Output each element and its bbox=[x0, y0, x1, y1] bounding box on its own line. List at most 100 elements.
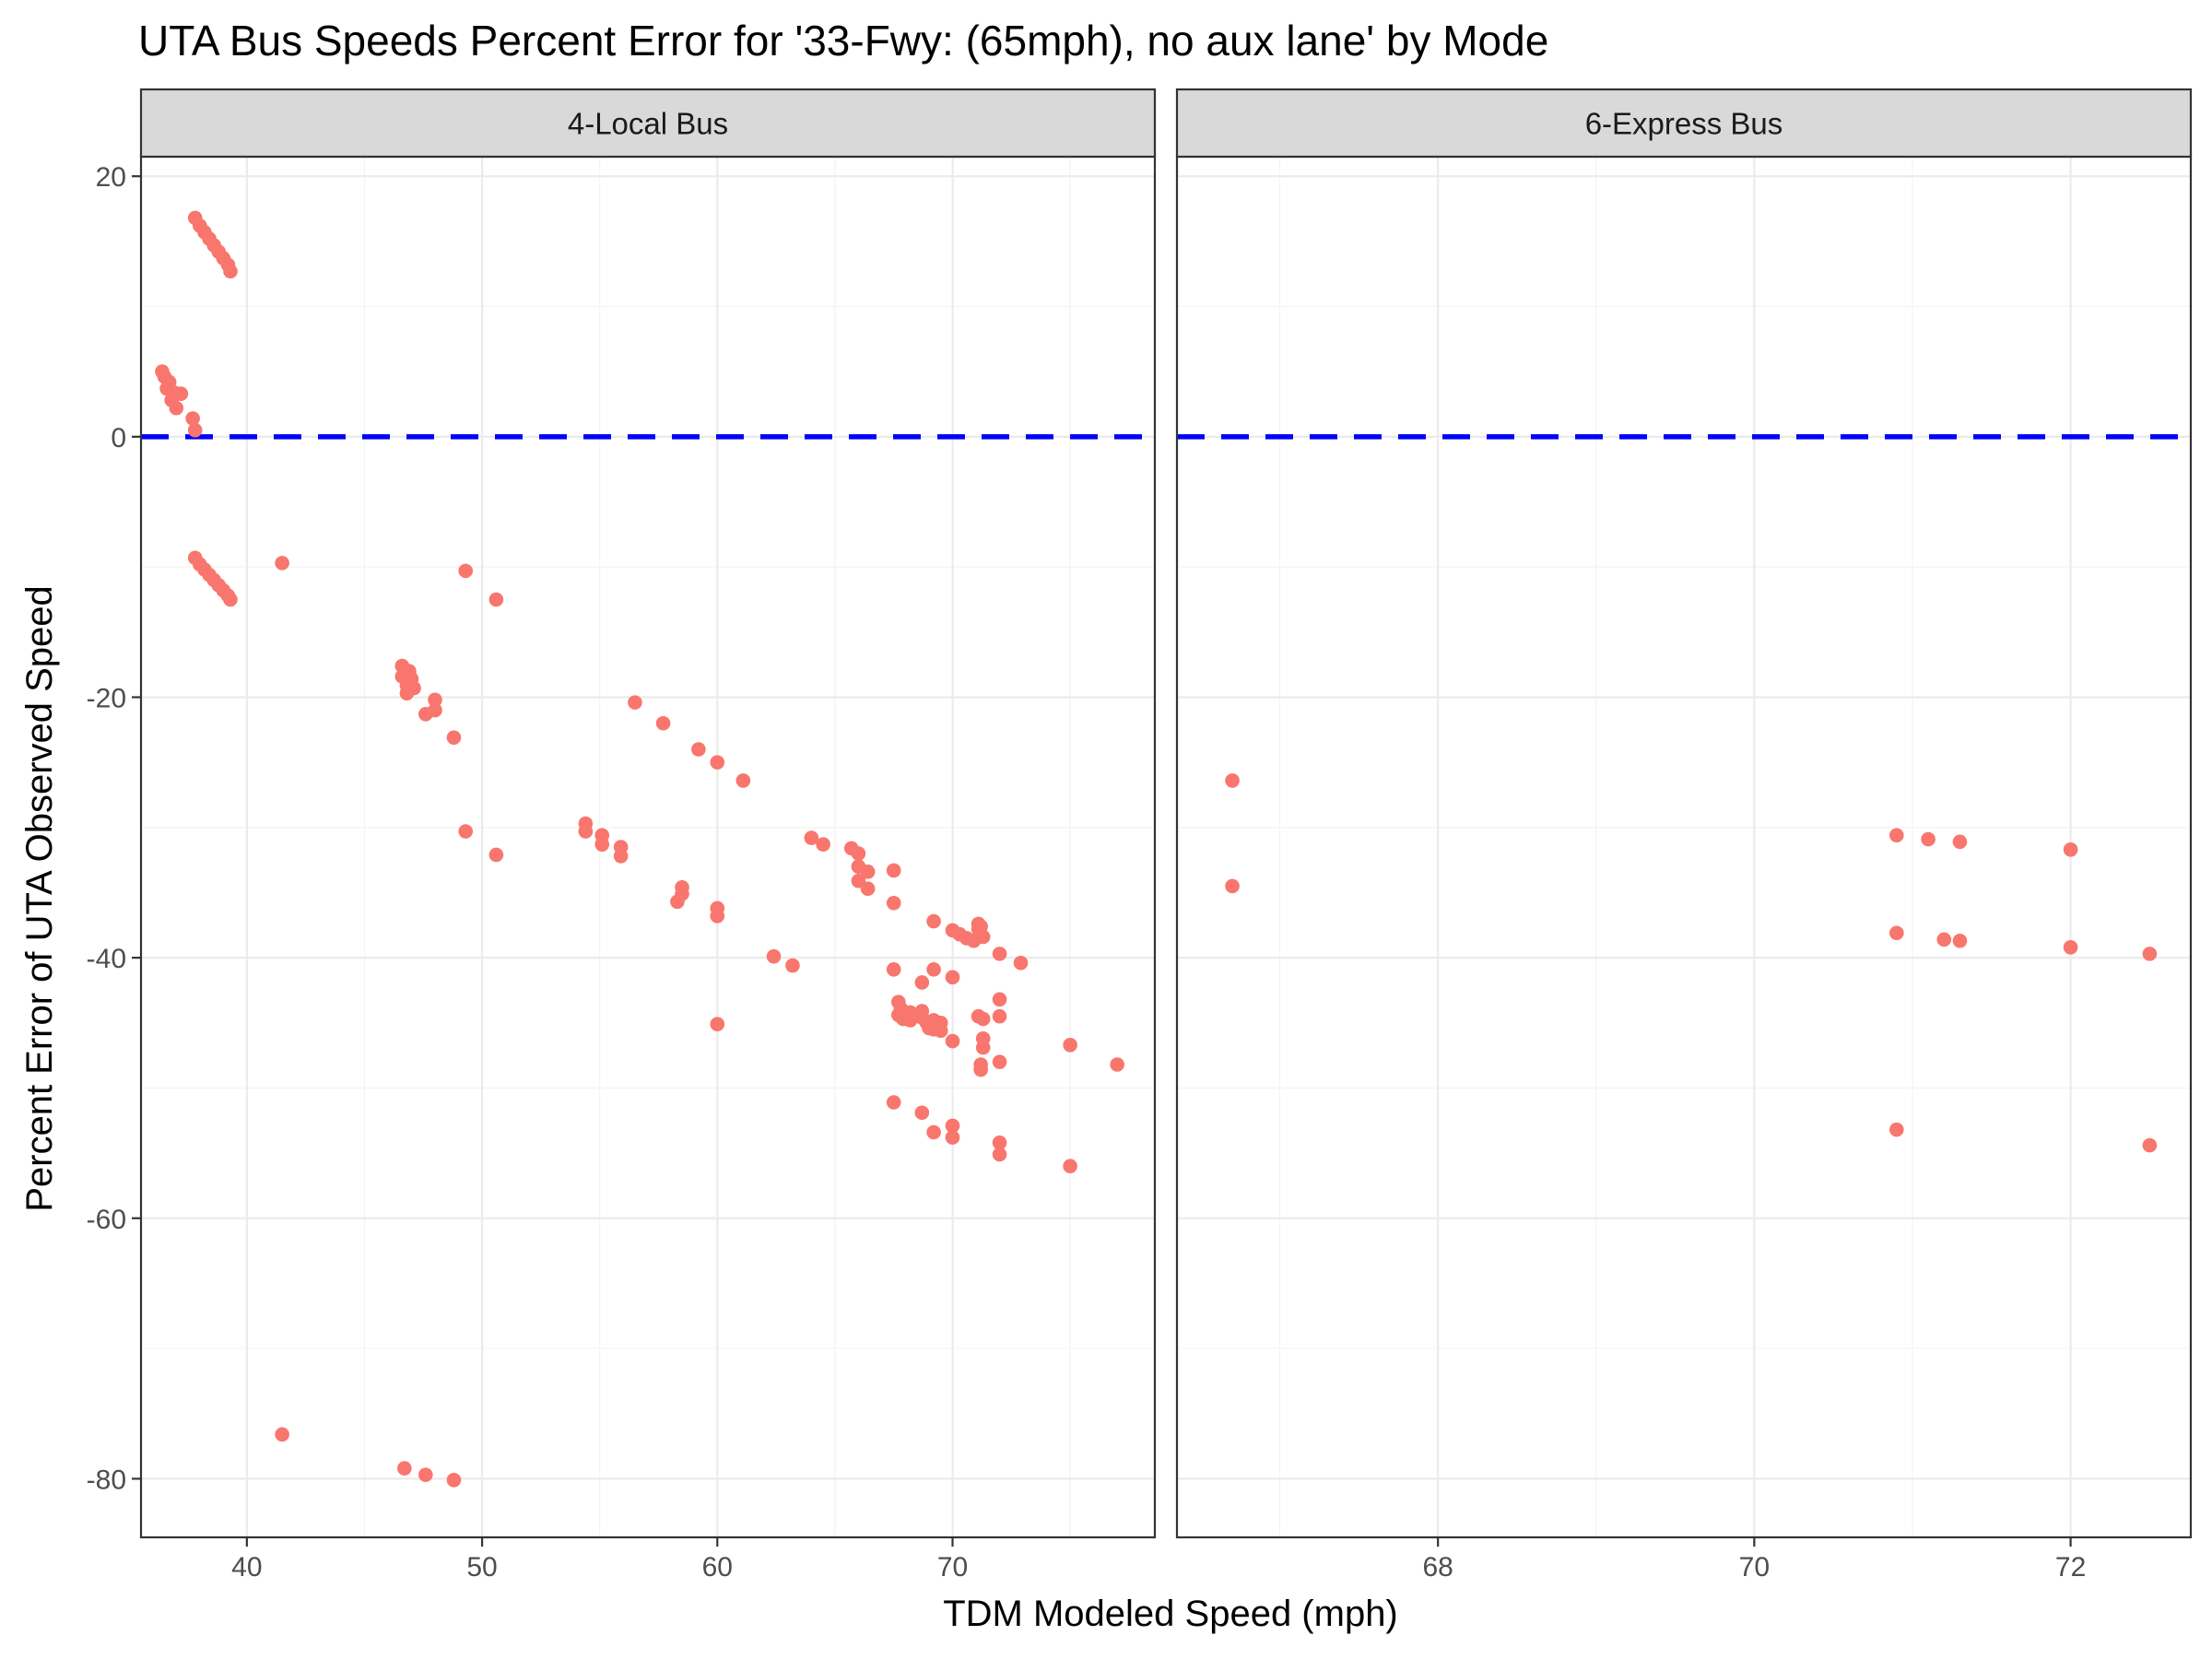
facet-panel-2: 6-Express Bus 68 70 72 bbox=[1175, 88, 2193, 1583]
data-point bbox=[992, 1135, 1007, 1150]
data-point bbox=[992, 992, 1007, 1007]
data-point bbox=[223, 264, 238, 279]
y-tick-label: 0 bbox=[111, 423, 126, 453]
x-tick-label: 70 bbox=[937, 1552, 968, 1583]
data-point bbox=[1889, 828, 1904, 843]
data-point bbox=[397, 1461, 412, 1476]
data-point bbox=[446, 1473, 462, 1488]
data-point bbox=[399, 686, 415, 701]
data-point bbox=[670, 894, 685, 910]
data-point bbox=[2063, 842, 2078, 857]
panel-grid bbox=[1177, 157, 2191, 1537]
x-tick-label: 50 bbox=[466, 1552, 497, 1583]
facet-strip-label: 6-Express Bus bbox=[1585, 107, 1783, 141]
data-point bbox=[1952, 834, 1968, 850]
data-point bbox=[418, 1467, 433, 1482]
facet-strip bbox=[139, 88, 1157, 159]
data-point bbox=[926, 1124, 941, 1140]
data-point bbox=[578, 824, 594, 839]
data-point bbox=[223, 592, 238, 607]
data-point bbox=[488, 847, 504, 863]
data-point bbox=[816, 837, 830, 852]
data-point bbox=[766, 948, 782, 964]
data-point bbox=[735, 773, 751, 788]
data-point bbox=[458, 563, 474, 579]
facet-strip bbox=[1175, 88, 2193, 159]
data-point bbox=[428, 702, 442, 718]
x-tick-label: 40 bbox=[231, 1552, 262, 1583]
data-point bbox=[973, 919, 988, 935]
data-point bbox=[1225, 878, 1240, 894]
data-point bbox=[691, 742, 706, 757]
data-point bbox=[860, 881, 876, 897]
y-axis: 20 0 -20 -40 -60 -80 bbox=[87, 162, 141, 1495]
data-point bbox=[275, 556, 289, 571]
y-tick-label: -40 bbox=[87, 944, 126, 974]
data-point bbox=[2063, 940, 2078, 955]
data-point bbox=[973, 1062, 988, 1077]
data-point bbox=[945, 1130, 960, 1145]
data-point bbox=[804, 830, 819, 845]
data-point bbox=[1063, 1159, 1077, 1174]
data-point bbox=[1936, 932, 1952, 947]
data-point bbox=[975, 1011, 991, 1027]
x-axis-title: TDM Modeled Speed (mph) bbox=[943, 1594, 1398, 1634]
data-point bbox=[992, 947, 1007, 961]
data-point bbox=[945, 1033, 960, 1049]
y-tick-label: 20 bbox=[96, 162, 126, 193]
data-point bbox=[1063, 1038, 1077, 1053]
x-tick-label: 70 bbox=[1739, 1552, 1770, 1583]
points bbox=[1225, 773, 2158, 1153]
facet-panel-1: 4-Local Bus 40 50 60 70 bbox=[139, 88, 1157, 1583]
data-point bbox=[710, 755, 725, 770]
data-point bbox=[933, 1023, 948, 1039]
data-point bbox=[1889, 925, 1904, 941]
x-tick-label: 68 bbox=[1422, 1552, 1453, 1583]
data-point bbox=[710, 1017, 725, 1031]
panel-border bbox=[139, 155, 1157, 1539]
data-point bbox=[926, 962, 941, 977]
data-point bbox=[914, 1105, 930, 1121]
data-point bbox=[1225, 773, 1240, 788]
data-point bbox=[902, 1013, 918, 1028]
data-point bbox=[1952, 933, 1968, 948]
data-point bbox=[594, 837, 610, 852]
data-point bbox=[860, 865, 876, 879]
data-point bbox=[2142, 947, 2158, 961]
facet-strip-label: 4-Local Bus bbox=[568, 107, 728, 141]
data-point bbox=[785, 958, 800, 973]
data-point bbox=[446, 730, 462, 746]
data-point bbox=[992, 1054, 1007, 1069]
data-point bbox=[926, 913, 941, 929]
points bbox=[155, 210, 1124, 1488]
data-point bbox=[1013, 955, 1029, 971]
data-point bbox=[613, 849, 629, 864]
data-point bbox=[886, 895, 901, 911]
data-point bbox=[2142, 1137, 2158, 1153]
chart-title: UTA Bus Speeds Percent Error for '33-Fwy… bbox=[138, 17, 1548, 65]
data-point bbox=[914, 975, 930, 990]
data-point bbox=[187, 422, 203, 438]
data-point bbox=[1889, 1122, 1904, 1137]
data-point bbox=[992, 1008, 1007, 1024]
data-point bbox=[169, 400, 184, 416]
data-point bbox=[886, 863, 901, 878]
data-point bbox=[992, 1147, 1007, 1162]
data-point bbox=[851, 846, 866, 861]
data-point bbox=[710, 909, 725, 924]
panel-grid bbox=[141, 157, 1155, 1537]
panel-border bbox=[1175, 155, 2193, 1539]
data-point bbox=[458, 824, 474, 839]
x-tick-label: 60 bbox=[702, 1552, 733, 1583]
facet-panels: 4-Local Bus 40 50 60 70 6-Express Bus 68 70 72 bbox=[139, 88, 2193, 1583]
y-tick-label: -80 bbox=[87, 1465, 126, 1495]
data-point bbox=[945, 1118, 960, 1134]
data-point bbox=[275, 1427, 289, 1442]
data-point bbox=[655, 715, 671, 731]
data-point bbox=[1921, 831, 1936, 847]
data-point bbox=[975, 1040, 991, 1055]
data-point bbox=[428, 692, 442, 708]
data-point bbox=[185, 411, 200, 426]
y-axis-title: Percent Error of UTA Observed Speed bbox=[19, 585, 60, 1212]
